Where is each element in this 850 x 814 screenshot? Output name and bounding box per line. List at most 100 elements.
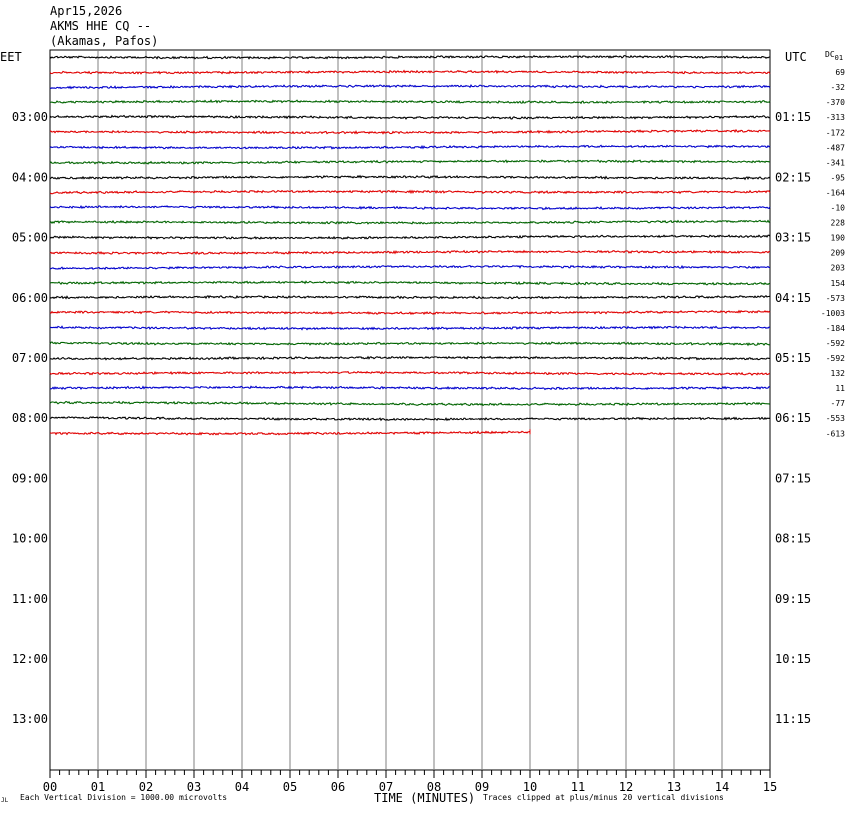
vertical-scale-note: Each Vertical Division = 1000.00 microvo… — [20, 793, 228, 802]
x-tick-label: 00 — [43, 780, 57, 794]
dc-offset-label: -613 — [826, 429, 845, 438]
left-hour-label: 05:00 — [12, 231, 48, 245]
left-hour-label: 08:00 — [12, 411, 48, 425]
left-hour-label: 12:00 — [12, 652, 48, 666]
seismogram-traces — [49, 54, 771, 436]
clip-note: Traces clipped at plus/minus 20 vertical… — [483, 793, 724, 802]
right-hour-label: 09:15 — [775, 592, 811, 606]
seismogram-trace — [49, 234, 771, 240]
seismogram-trace — [49, 219, 771, 225]
seismogram-trace — [49, 264, 771, 271]
x-tick-label: 08 — [427, 780, 441, 794]
seismogram-trace — [49, 294, 771, 300]
right-hour-label: 01:15 — [775, 110, 811, 124]
seismogram-trace — [49, 174, 771, 181]
seismogram-trace — [49, 54, 771, 60]
dc-offset-label: 228 — [831, 219, 846, 228]
x-tick-label: 01 — [91, 780, 105, 794]
left-hour-label: 09:00 — [12, 471, 48, 485]
dc-offset-label: -95 — [831, 173, 846, 182]
seismogram-trace — [49, 370, 771, 376]
x-tick-label: 11 — [571, 780, 585, 794]
seismogram-trace — [49, 385, 771, 391]
x-axis-title: TIME (MINUTES) — [374, 791, 476, 805]
seismogram-trace — [49, 69, 771, 75]
seismogram-trace — [49, 400, 771, 407]
right-hour-label: 05:15 — [775, 351, 811, 365]
right-hour-label: 02:15 — [775, 170, 811, 184]
seismogram-trace — [49, 280, 771, 286]
left-hour-label: 10:00 — [12, 532, 48, 546]
x-tick-label: 12 — [619, 780, 633, 794]
left-hour-label: 11:00 — [12, 592, 48, 606]
dc-offset-label: -573 — [826, 294, 845, 303]
right-hour-label: 06:15 — [775, 411, 811, 425]
dc-offset-label: -77 — [831, 399, 846, 408]
right-timezone-label: UTC — [785, 50, 807, 64]
dc-offset-label: -370 — [826, 98, 845, 107]
seismogram-trace — [49, 114, 771, 120]
left-timezone-label: EET — [0, 50, 22, 64]
seismogram-trace — [49, 159, 771, 165]
dc-offset-label: -553 — [826, 414, 845, 423]
x-tick-label: 14 — [715, 780, 729, 794]
dc-offset-label: -32 — [831, 83, 846, 92]
x-tick-label: 04 — [235, 780, 249, 794]
dc-offset-label: -341 — [826, 158, 845, 167]
dc-offset-label: 209 — [831, 249, 846, 258]
dc-offset-label: -487 — [826, 143, 845, 152]
dc-offset-label: -184 — [826, 324, 845, 333]
seismogram-trace — [49, 99, 771, 105]
dc-offset-label: -592 — [826, 354, 845, 363]
dc-label-main: DC — [825, 50, 835, 59]
x-tick-label: 02 — [139, 780, 153, 794]
seismogram-trace — [49, 128, 771, 135]
dc-offset-label: -592 — [826, 339, 845, 348]
dc-label-sub: 01 — [835, 54, 843, 62]
right-hour-label: 07:15 — [775, 471, 811, 485]
x-tick-label: 15 — [763, 780, 777, 794]
dc-offset-label: 69 — [835, 68, 845, 77]
dc-offset-label: -172 — [826, 128, 845, 137]
x-tick-label: 06 — [331, 780, 345, 794]
seismogram-trace — [49, 204, 771, 211]
seismogram-trace — [49, 249, 771, 255]
left-hour-label: 13:00 — [12, 712, 48, 726]
plot-frame — [49, 49, 771, 771]
seismogram-trace — [49, 144, 771, 150]
seismogram-trace — [49, 325, 771, 331]
station-code: AKMS HHE CQ -- — [50, 19, 152, 33]
dc-offset-header: DC01 — [825, 50, 843, 62]
right-hour-label: 08:15 — [775, 532, 811, 546]
dc-offset-label: -1003 — [821, 309, 845, 318]
time-grid — [49, 49, 771, 778]
dc-offset-label: -164 — [826, 188, 845, 197]
footer-mark: JL — [1, 797, 9, 804]
left-hour-label: 06:00 — [12, 291, 48, 305]
dc-offset-label: 132 — [831, 369, 846, 378]
seismogram-trace — [49, 84, 771, 90]
x-tick-label: 03 — [187, 780, 201, 794]
right-hour-label: 11:15 — [775, 712, 811, 726]
x-tick-label: 07 — [379, 780, 393, 794]
seismogram-trace — [49, 189, 771, 195]
right-hour-label: 10:15 — [775, 652, 811, 666]
seismogram-trace — [49, 309, 771, 316]
dc-offset-label: 203 — [831, 264, 846, 273]
dc-offset-label: 154 — [831, 279, 846, 288]
dc-offset-label: 11 — [835, 384, 845, 393]
left-hour-label: 04:00 — [12, 170, 48, 184]
left-hour-label: 03:00 — [12, 110, 48, 124]
axis-labels: 00 01 02 03 04 05 06 07 08 09 10 11 12 13 14 15 03:00 04:… — [12, 68, 845, 794]
seismogram-trace — [49, 355, 771, 361]
right-hour-label: 04:15 — [775, 291, 811, 305]
seismogram-trace — [50, 416, 771, 422]
plot-date: Apr15,2026 — [50, 4, 123, 18]
dc-offset-label: -313 — [826, 113, 845, 122]
x-tick-label: 09 — [475, 780, 489, 794]
dc-offset-label: -10 — [831, 204, 846, 213]
left-hour-label: 07:00 — [12, 351, 48, 365]
seismogram-trace — [49, 341, 771, 347]
x-tick-label: 13 — [667, 780, 681, 794]
